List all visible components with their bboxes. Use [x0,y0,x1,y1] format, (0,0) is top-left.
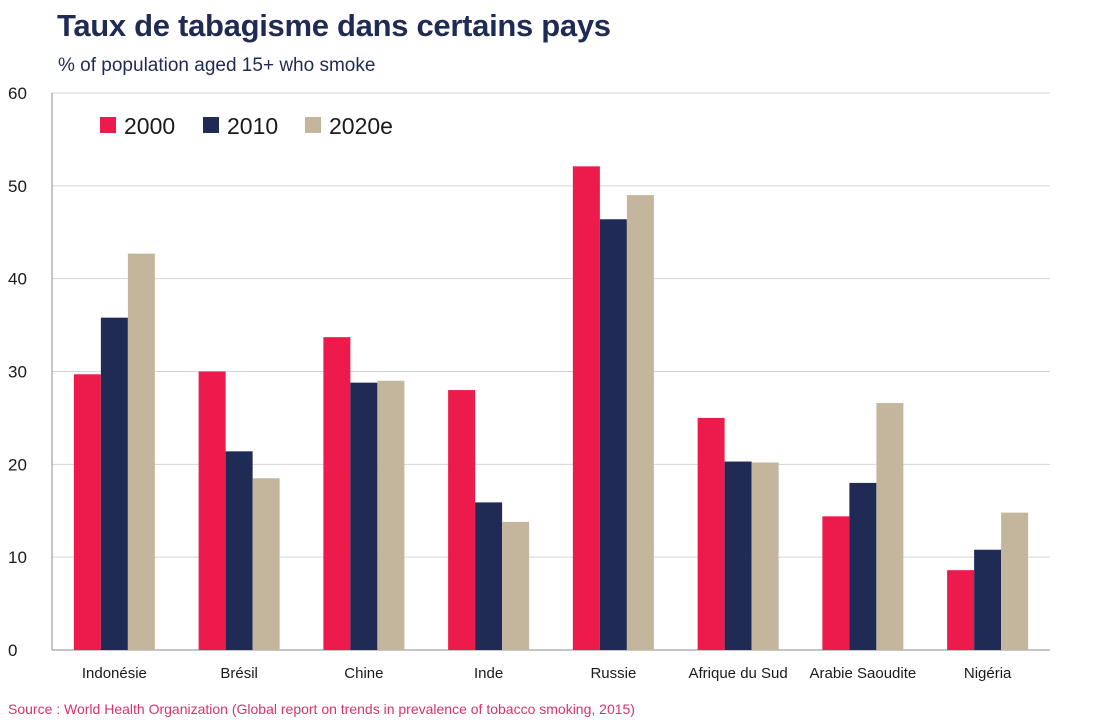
x-tick-label: Afrique du Sud [689,665,788,682]
legend-swatch-2020e [305,117,321,133]
y-tick-label: 30 [8,363,27,382]
bar-2020e [1001,512,1029,650]
bar-2010 [225,451,253,650]
bar-2000 [697,417,725,650]
bar-2020e [127,253,155,650]
y-tick-label: 60 [8,84,27,103]
chart-title: Taux de tabagisme dans certains pays [57,8,611,43]
bar-2010 [599,219,627,650]
bar-2020e [876,403,904,650]
bar-2000 [947,570,975,650]
y-tick-label: 20 [8,455,27,474]
y-tick-label: 0 [8,641,17,660]
bar-2010 [724,461,752,650]
bar-2010 [849,482,877,650]
y-tick-label: 50 [8,177,27,196]
bar-2000 [198,371,226,650]
bar-2000 [448,390,476,650]
bar-2010 [350,382,378,650]
y-tick-label: 10 [8,548,27,567]
legend-swatch-2010 [203,117,219,133]
y-tick-label: 40 [8,270,27,289]
x-tick-label: Indonésie [82,665,147,682]
bar-2000 [323,337,351,650]
x-tick-label: Chine [344,665,383,682]
x-tick-label: Nigéria [964,665,1012,682]
legend-swatch-2000 [100,117,116,133]
legend-label: 2010 [227,113,278,139]
legend: 2000 2010 2020e [100,113,393,139]
x-tick-label: Arabie Saoudite [810,665,917,682]
x-tick-label: Russie [590,665,636,682]
chart-subtitle: % of population aged 15+ who smoke [58,55,376,76]
chart-source: Source : World Health Organization (Glob… [8,701,635,717]
bar-chart: 0 10 20 30 40 50 60 Indonésie Brésil Chine Inde Ru… [8,84,1050,682]
x-tick-label: Inde [474,665,503,682]
bar-2000 [73,374,101,650]
legend-label: 2000 [124,113,175,139]
bar-2020e [502,521,530,650]
x-tick-label: Brésil [220,665,258,682]
legend-label: 2020e [329,113,393,139]
bar-2000 [572,166,600,651]
bars [73,166,1029,651]
bar-2010 [974,549,1002,650]
bar-2000 [822,516,850,650]
bar-2020e [377,380,405,650]
bar-2010 [100,317,128,650]
bar-2020e [252,478,280,650]
bar-2010 [475,502,503,650]
x-axis-labels: Indonésie Brésil Chine Inde Russie Afrique du… [82,665,1012,682]
bar-2020e [626,195,654,650]
bar-2020e [751,462,779,650]
